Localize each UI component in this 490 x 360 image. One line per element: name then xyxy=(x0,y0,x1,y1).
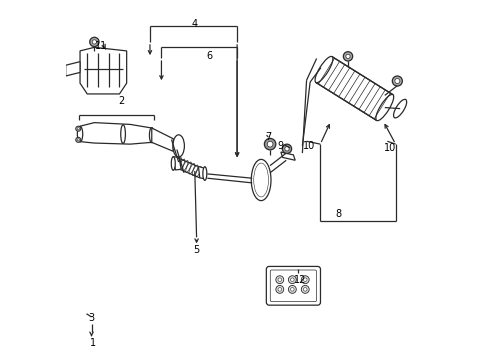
Circle shape xyxy=(278,288,282,291)
FancyBboxPatch shape xyxy=(267,266,320,305)
Circle shape xyxy=(289,285,296,293)
Circle shape xyxy=(303,288,307,291)
Circle shape xyxy=(303,278,307,282)
Text: 4: 4 xyxy=(192,19,198,29)
Circle shape xyxy=(92,40,97,44)
Circle shape xyxy=(301,276,309,284)
Polygon shape xyxy=(198,166,205,179)
Circle shape xyxy=(285,147,289,151)
Ellipse shape xyxy=(173,135,184,157)
Text: 3: 3 xyxy=(89,313,95,323)
Text: 8: 8 xyxy=(335,209,342,219)
Polygon shape xyxy=(80,47,126,94)
Circle shape xyxy=(392,76,402,86)
Polygon shape xyxy=(173,157,181,170)
Circle shape xyxy=(267,141,273,147)
Circle shape xyxy=(76,126,81,131)
Ellipse shape xyxy=(376,94,393,121)
Circle shape xyxy=(289,276,296,284)
Ellipse shape xyxy=(203,167,207,180)
Circle shape xyxy=(301,285,309,293)
Text: 1: 1 xyxy=(90,338,96,348)
Circle shape xyxy=(77,139,79,141)
Text: 5: 5 xyxy=(194,245,200,255)
Text: 10: 10 xyxy=(303,141,316,151)
Circle shape xyxy=(395,78,400,84)
Polygon shape xyxy=(152,128,173,151)
Text: 10: 10 xyxy=(384,143,396,153)
Circle shape xyxy=(278,278,282,282)
Circle shape xyxy=(291,288,294,291)
Circle shape xyxy=(282,144,292,153)
Ellipse shape xyxy=(77,126,83,142)
Text: 7: 7 xyxy=(265,132,271,142)
Ellipse shape xyxy=(149,128,154,143)
Circle shape xyxy=(77,128,79,130)
Text: 2: 2 xyxy=(118,96,124,106)
Ellipse shape xyxy=(251,159,271,201)
Circle shape xyxy=(276,285,284,293)
Circle shape xyxy=(343,52,353,61)
Circle shape xyxy=(265,138,276,150)
Text: 9: 9 xyxy=(278,141,284,151)
Circle shape xyxy=(76,137,81,142)
Polygon shape xyxy=(80,123,152,144)
Polygon shape xyxy=(281,152,295,160)
Ellipse shape xyxy=(121,125,125,143)
Polygon shape xyxy=(66,62,80,76)
Circle shape xyxy=(90,37,99,46)
Text: 6: 6 xyxy=(206,51,212,61)
Ellipse shape xyxy=(172,157,175,170)
Text: 12: 12 xyxy=(294,275,307,285)
Circle shape xyxy=(346,54,350,59)
Circle shape xyxy=(291,278,294,282)
Circle shape xyxy=(276,276,284,284)
Ellipse shape xyxy=(315,57,333,83)
Ellipse shape xyxy=(393,99,407,118)
Polygon shape xyxy=(316,57,393,121)
Text: 11: 11 xyxy=(96,41,108,50)
